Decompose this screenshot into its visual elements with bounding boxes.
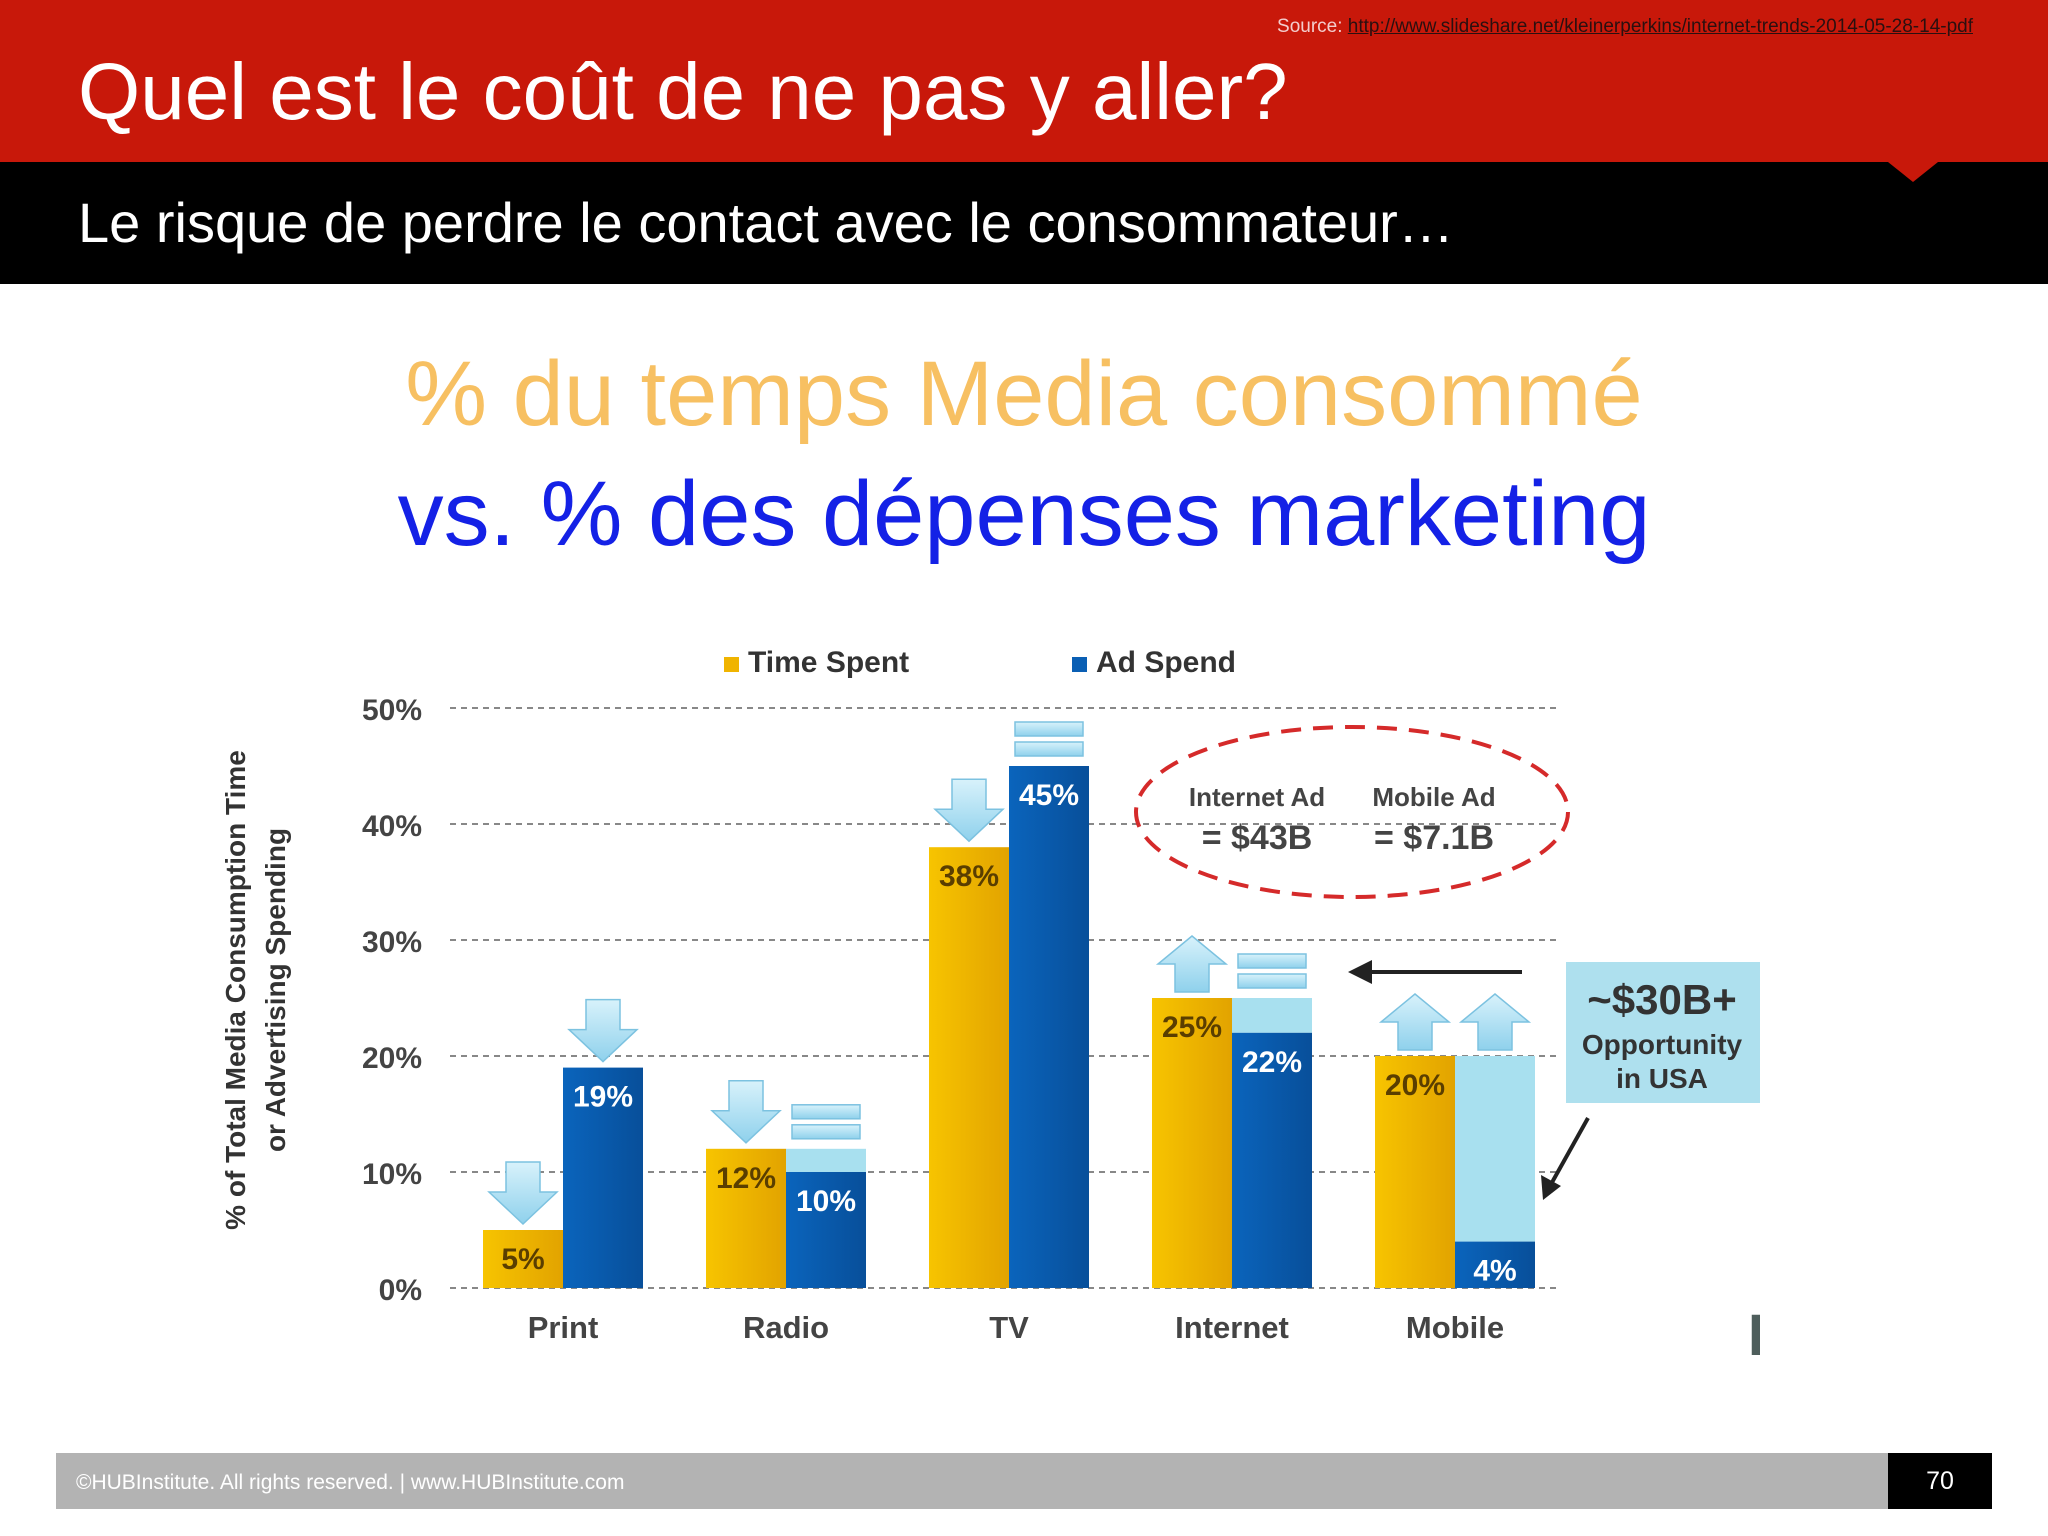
oval-internet-ad-value: = $43B — [1202, 819, 1313, 857]
spend-gap-area — [1455, 1056, 1535, 1242]
slide-subtitle: Le risque de perdre le contact avec le c… — [78, 191, 1454, 254]
opportunity-value: ~$30B+ — [1587, 976, 1736, 1023]
source-line: Source: http://www.slideshare.net/kleine… — [1277, 16, 1973, 38]
y-tick-label: 10% — [362, 1158, 422, 1191]
header-red-bar — [0, 0, 2048, 162]
data-label-time-spent: 38% — [939, 860, 999, 893]
x-category-label: Internet — [1175, 1310, 1289, 1345]
x-category-label: Radio — [743, 1310, 829, 1345]
bar-ad-spend — [563, 1067, 643, 1288]
bar-time-spent — [483, 1230, 563, 1288]
oval-dashed-outline — [1134, 725, 1570, 899]
up-arrow-icon — [1378, 993, 1452, 1051]
x-category-label: Print — [528, 1310, 599, 1345]
source-label: Source: — [1277, 16, 1343, 37]
data-label-ad-spend: 4% — [1473, 1255, 1516, 1288]
legend-swatch-time-spent — [724, 657, 739, 672]
bar-layer — [483, 766, 1535, 1288]
opportunity-callout: ~$30B+ Opportunity in USA — [1566, 962, 1760, 1103]
down-arrow-icon — [710, 1080, 782, 1144]
label-layer: 0% 10% 20% 30% 40% 50% 5% 19% Print 12% 10% Radio 38… — [362, 694, 1517, 1345]
media-chart: 0% 10% 20% 30% 40% 50% 5% 19% Print 12% 10% Radio 38… — [220, 646, 1760, 1368]
arrow-left-icon — [1348, 960, 1522, 984]
oval-mobile-ad-value: = $7.1B — [1374, 819, 1494, 857]
data-label-ad-spend: 10% — [796, 1185, 856, 1218]
footer-bar — [56, 1453, 1992, 1509]
oval-mobile-ad-label: Mobile Ad — [1372, 782, 1495, 812]
y-axis-title-line-2: or Advertising Spending — [260, 828, 291, 1152]
bar-ad-spend — [1009, 766, 1089, 1288]
bar-time-spent — [929, 847, 1009, 1288]
headline-line-1: % du temps Media consommé — [405, 343, 1643, 445]
legend: Time Spent Ad Spend — [724, 646, 1236, 679]
y-tick-label: 20% — [362, 1042, 422, 1075]
bar-time-spent — [706, 1148, 786, 1288]
y-axis-title-line-1: % of Total Media Consumption Time — [220, 750, 251, 1230]
data-label-time-spent: 25% — [1162, 1011, 1222, 1044]
pointer-arrow-icon — [1541, 1117, 1590, 1200]
page-number: 70 — [1888, 1453, 1992, 1509]
y-tick-label: 30% — [362, 926, 422, 959]
opportunity-line-1: Opportunity — [1582, 1029, 1743, 1060]
equal-sign-icon — [791, 1124, 861, 1140]
down-arrow-icon — [567, 998, 639, 1063]
spend-gap-area — [1232, 998, 1312, 1033]
equal-sign-icon — [1014, 741, 1084, 757]
y-tick-label: 40% — [362, 810, 422, 843]
kpcb-logo: KPCB — [1748, 1303, 1760, 1368]
x-category-label: TV — [989, 1310, 1029, 1345]
data-label-ad-spend: 45% — [1019, 779, 1079, 812]
down-arrow-icon — [487, 1161, 559, 1226]
indicator-layer — [487, 721, 1532, 1226]
gap-layer — [786, 998, 1535, 1242]
x-category-label: Mobile — [1406, 1310, 1504, 1345]
data-label-time-spent: 12% — [716, 1162, 776, 1195]
opportunity-line-2: in USA — [1616, 1063, 1708, 1094]
data-label-ad-spend: 19% — [573, 1081, 633, 1114]
headline-line-2: vs. % des dépenses marketing — [397, 463, 1651, 565]
opportunity-box — [1566, 962, 1760, 1103]
equal-sign-icon — [1237, 953, 1307, 969]
data-label-time-spent: 5% — [501, 1243, 544, 1276]
footer-copyright: ©HUBInstitute. All rights reserved. | ww… — [76, 1471, 625, 1494]
legend-label-time-spent: Time Spent — [748, 646, 909, 679]
legend-label-ad-spend: Ad Spend — [1096, 646, 1236, 679]
up-arrow-icon — [1458, 993, 1532, 1051]
bar-time-spent — [1375, 1056, 1455, 1288]
spend-gap-area — [786, 1148, 866, 1172]
bar-ad-spend — [1232, 1032, 1312, 1288]
bar-ad-spend — [1455, 1241, 1535, 1288]
bar-time-spent — [1152, 998, 1232, 1288]
equal-sign-icon — [791, 1104, 861, 1120]
legend-swatch-ad-spend — [1072, 657, 1087, 672]
equal-sign-icon — [1237, 973, 1307, 989]
oval-annotation: Internet Ad = $43B Mobile Ad = $7.1B — [1134, 725, 1570, 899]
oval-internet-ad-label: Internet Ad — [1189, 782, 1325, 812]
y-tick-label: 0% — [379, 1274, 422, 1307]
y-tick-label: 50% — [362, 694, 422, 727]
data-label-ad-spend: 22% — [1242, 1046, 1302, 1079]
up-arrow-icon — [1155, 935, 1229, 993]
slide-title: Quel est le coût de ne pas y aller? — [78, 47, 1288, 136]
data-label-time-spent: 20% — [1385, 1069, 1445, 1102]
source-link[interactable]: http://www.slideshare.net/kleinerperkins… — [1347, 16, 1973, 37]
subtitle-bar — [0, 162, 2048, 284]
down-arrow-icon — [933, 778, 1005, 843]
equal-sign-icon — [1014, 721, 1084, 737]
bar-ad-spend — [786, 1172, 866, 1288]
notch-marker — [1888, 162, 1938, 182]
